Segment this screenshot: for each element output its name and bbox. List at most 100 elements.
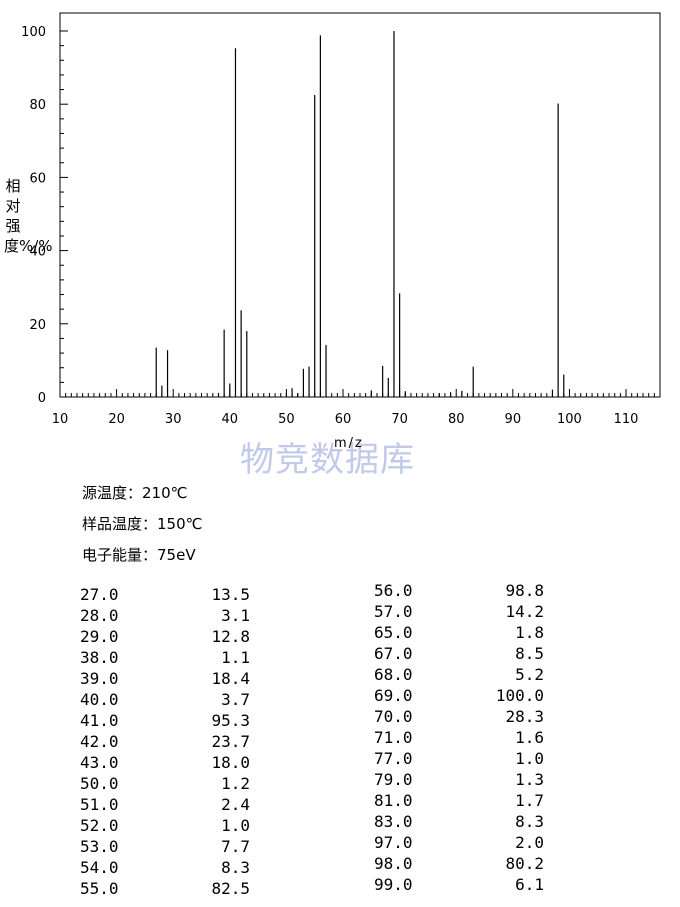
abundance-value: 23.7 bbox=[211, 732, 250, 751]
mz-value: 38.0 bbox=[80, 648, 119, 667]
y-tick-label: 0 bbox=[38, 391, 46, 406]
abundance-value: 8.3 bbox=[515, 812, 544, 831]
mz-value: 97.0 bbox=[374, 833, 413, 852]
table-row: 56.0 98.8 bbox=[374, 580, 544, 601]
table-row: 50.0 1.2 bbox=[80, 773, 250, 794]
abundance-value: 2.4 bbox=[221, 795, 250, 814]
abundance-value: 98.8 bbox=[505, 581, 544, 600]
abundance-value: 1.8 bbox=[515, 623, 544, 642]
abundance-value: 7.7 bbox=[221, 837, 250, 856]
abundance-value: 28.3 bbox=[505, 707, 544, 726]
watermark-text: 物竞数据库 bbox=[240, 440, 415, 480]
table-row: 40.0 3.7 bbox=[80, 689, 250, 710]
abundance-value: 12.8 bbox=[211, 627, 250, 646]
x-tick-label: 80 bbox=[448, 412, 465, 427]
table-row: 67.0 8.5 bbox=[374, 643, 544, 664]
table-row: 97.0 2.0 bbox=[374, 832, 544, 853]
x-tick-label: 90 bbox=[505, 412, 522, 427]
y-tick-label: 40 bbox=[29, 245, 46, 260]
axis-ticks bbox=[59, 30, 661, 398]
abundance-value: 14.2 bbox=[505, 602, 544, 621]
abundance-value: 3.1 bbox=[221, 606, 250, 625]
mz-value: 99.0 bbox=[374, 875, 413, 894]
table-row: 29.0 12.8 bbox=[80, 626, 250, 647]
mz-value: 27.0 bbox=[80, 585, 119, 604]
table-row: 81.0 1.7 bbox=[374, 790, 544, 811]
mz-value: 83.0 bbox=[374, 812, 413, 831]
abundance-value: 13.5 bbox=[211, 585, 250, 604]
abundance-value: 6.1 bbox=[515, 875, 544, 894]
mz-value: 77.0 bbox=[374, 749, 413, 768]
abundance-value: 8.3 bbox=[221, 858, 250, 877]
peak-table-left: 27.0 13.5 28.0 3.1 29.0 12.8 38.0 1.1 39.0 18.4 40… bbox=[80, 584, 250, 899]
mz-value: 57.0 bbox=[374, 602, 413, 621]
table-row: 79.0 1.3 bbox=[374, 769, 544, 790]
source-temperature: 源温度：210℃ bbox=[82, 484, 188, 502]
mz-value: 29.0 bbox=[80, 627, 119, 646]
table-row: 43.0 18.0 bbox=[80, 752, 250, 773]
sample-temperature: 样品温度：150℃ bbox=[82, 515, 203, 533]
mz-value: 81.0 bbox=[374, 791, 413, 810]
y-tick-label: 100 bbox=[21, 25, 46, 40]
abundance-value: 1.6 bbox=[515, 728, 544, 747]
mz-value: 54.0 bbox=[80, 858, 119, 877]
abundance-value: 1.7 bbox=[515, 791, 544, 810]
y-tick-label: 60 bbox=[29, 171, 46, 186]
y-tick-label: 20 bbox=[29, 318, 46, 333]
table-row: 28.0 3.1 bbox=[80, 605, 250, 626]
x-tick-label: 30 bbox=[165, 412, 182, 427]
mz-value: 71.0 bbox=[374, 728, 413, 747]
mz-value: 79.0 bbox=[374, 770, 413, 789]
mz-value: 69.0 bbox=[374, 686, 413, 705]
mz-value: 43.0 bbox=[80, 753, 119, 772]
mz-value: 98.0 bbox=[374, 854, 413, 873]
abundance-value: 18.4 bbox=[211, 669, 250, 688]
abundance-value: 1.2 bbox=[221, 774, 250, 793]
abundance-value: 1.1 bbox=[221, 648, 250, 667]
mz-value: 40.0 bbox=[80, 690, 119, 709]
table-row: 52.0 1.0 bbox=[80, 815, 250, 836]
table-row: 68.0 5.2 bbox=[374, 664, 544, 685]
mz-value: 56.0 bbox=[374, 581, 413, 600]
mz-value: 52.0 bbox=[80, 816, 119, 835]
y-tick-label: 80 bbox=[29, 98, 46, 113]
abundance-value: 18.0 bbox=[211, 753, 250, 772]
mz-value: 50.0 bbox=[80, 774, 119, 793]
tick-labels: 10 20 30 40 50 60 70 80 90 100 110 0 20 40 60 80 100 bbox=[21, 25, 638, 427]
mz-value: 65.0 bbox=[374, 623, 413, 642]
table-row: 51.0 2.4 bbox=[80, 794, 250, 815]
table-row: 69.0 100.0 bbox=[374, 685, 544, 706]
mz-value: 67.0 bbox=[374, 644, 413, 663]
table-row: 71.0 1.6 bbox=[374, 727, 544, 748]
peak-table-right: 56.0 98.8 57.0 14.2 65.0 1.8 67.0 8.5 68.0 5.2 69.… bbox=[374, 580, 544, 895]
table-row: 38.0 1.1 bbox=[80, 647, 250, 668]
table-row: 83.0 8.3 bbox=[374, 811, 544, 832]
mz-value: 53.0 bbox=[80, 837, 119, 856]
mz-value: 70.0 bbox=[374, 707, 413, 726]
abundance-value: 100.0 bbox=[495, 686, 544, 705]
mz-value: 41.0 bbox=[80, 711, 119, 730]
table-row: 98.0 80.2 bbox=[374, 853, 544, 874]
abundance-value: 95.3 bbox=[211, 711, 250, 730]
table-row: 54.0 8.3 bbox=[80, 857, 250, 878]
table-row: 57.0 14.2 bbox=[374, 601, 544, 622]
mz-value: 55.0 bbox=[80, 879, 119, 898]
electron-energy: 电子能量：75eV bbox=[82, 546, 196, 564]
abundance-value: 82.5 bbox=[211, 879, 250, 898]
mz-value: 68.0 bbox=[374, 665, 413, 684]
y-axis-label: 相对强度%/% bbox=[4, 177, 53, 255]
mz-value: 42.0 bbox=[80, 732, 119, 751]
x-tick-label: 100 bbox=[557, 412, 582, 427]
mz-value: 51.0 bbox=[80, 795, 119, 814]
abundance-value: 80.2 bbox=[505, 854, 544, 873]
table-row: 41.0 95.3 bbox=[80, 710, 250, 731]
x-tick-label: 50 bbox=[278, 412, 295, 427]
x-tick-label: 110 bbox=[614, 412, 639, 427]
plot-frame bbox=[59, 12, 661, 398]
abundance-value: 1.0 bbox=[515, 749, 544, 768]
abundance-value: 3.7 bbox=[221, 690, 250, 709]
table-row: 65.0 1.8 bbox=[374, 622, 544, 643]
mz-value: 39.0 bbox=[80, 669, 119, 688]
table-row: 77.0 1.0 bbox=[374, 748, 544, 769]
table-row: 99.0 6.1 bbox=[374, 874, 544, 895]
